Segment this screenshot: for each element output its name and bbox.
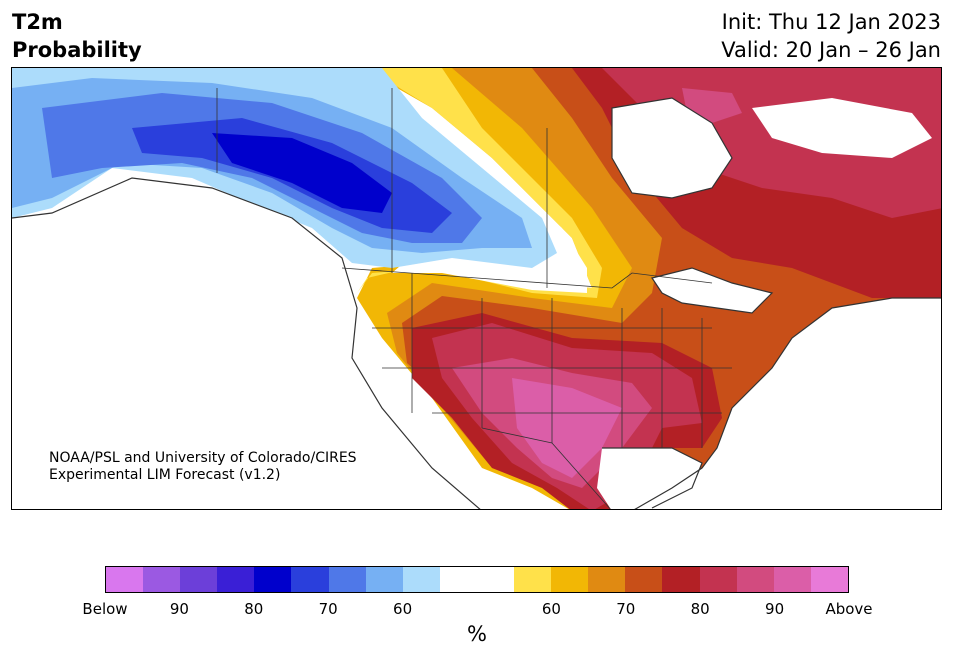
colorbar-segment — [588, 567, 626, 592]
arctic-water — [752, 98, 932, 158]
colorbar-tick-label: 90 — [765, 600, 785, 618]
probability-map — [11, 67, 942, 510]
colorbar-tick-label: Above — [825, 600, 873, 618]
cold-core-region — [212, 133, 392, 213]
warm-pink-core-region — [512, 378, 622, 478]
pacific-ocean — [12, 178, 480, 509]
colorbar-tick-label: 60 — [393, 600, 413, 618]
credit-line-1: NOAA/PSL and University of Colorado/CIRE… — [49, 450, 357, 466]
colorbar-segment — [328, 567, 366, 592]
title-line-2: Probability — [12, 38, 142, 62]
credit-line-2: Experimental LIM Forecast (v1.2) — [49, 467, 281, 483]
colorbar-segment — [736, 567, 774, 592]
colorbar-segment — [551, 567, 589, 592]
colorbar — [105, 566, 849, 593]
forecast-dates: Init: Thu 12 Jan 2023 Valid: 20 Jan – 26… — [721, 8, 941, 64]
colorbar-segment — [180, 567, 218, 592]
colorbar-segment — [810, 567, 848, 592]
hudson-bay — [612, 98, 732, 198]
colorbar-segment — [291, 567, 329, 592]
colorbar-segment — [514, 567, 552, 592]
colorbar-tick-label: 60 — [541, 600, 561, 618]
colorbar-segment — [439, 567, 477, 592]
colorbar-segment — [217, 567, 255, 592]
title-line-1: T2m — [12, 10, 63, 34]
colorbar-tick-label: 80 — [690, 600, 710, 618]
map-title: T2m Probability — [12, 8, 142, 64]
gulf-of-mexico — [597, 448, 702, 509]
colorbar-tick-label: 70 — [318, 600, 338, 618]
colorbar-tick-label: 80 — [244, 600, 264, 618]
colorbar-tick-label: 90 — [169, 600, 189, 618]
colorbar-segment — [699, 567, 737, 592]
colorbar-segment — [662, 567, 700, 592]
map-canvas — [12, 68, 941, 509]
colorbar-segment — [143, 567, 181, 592]
colorbar-segment — [254, 567, 292, 592]
colorbar-segment — [476, 567, 515, 592]
coastlines — [12, 97, 941, 509]
atlantic-ocean — [635, 298, 941, 509]
init-date: Init: Thu 12 Jan 2023 — [721, 10, 941, 34]
colorbar-segment — [402, 567, 440, 592]
data-credit: NOAA/PSL and University of Colorado/CIRE… — [49, 450, 357, 484]
colorbar-segment — [773, 567, 811, 592]
colorbar-tick-label: 70 — [616, 600, 636, 618]
colorbar-segment — [365, 567, 403, 592]
colorbar-segment — [625, 567, 663, 592]
colorbar-tick-label: Below — [82, 600, 128, 618]
valid-date-range: Valid: 20 Jan – 26 Jan — [721, 38, 941, 62]
colorbar-unit: % — [467, 622, 487, 646]
political-borders — [216, 88, 732, 509]
colorbar-segment — [106, 567, 144, 592]
